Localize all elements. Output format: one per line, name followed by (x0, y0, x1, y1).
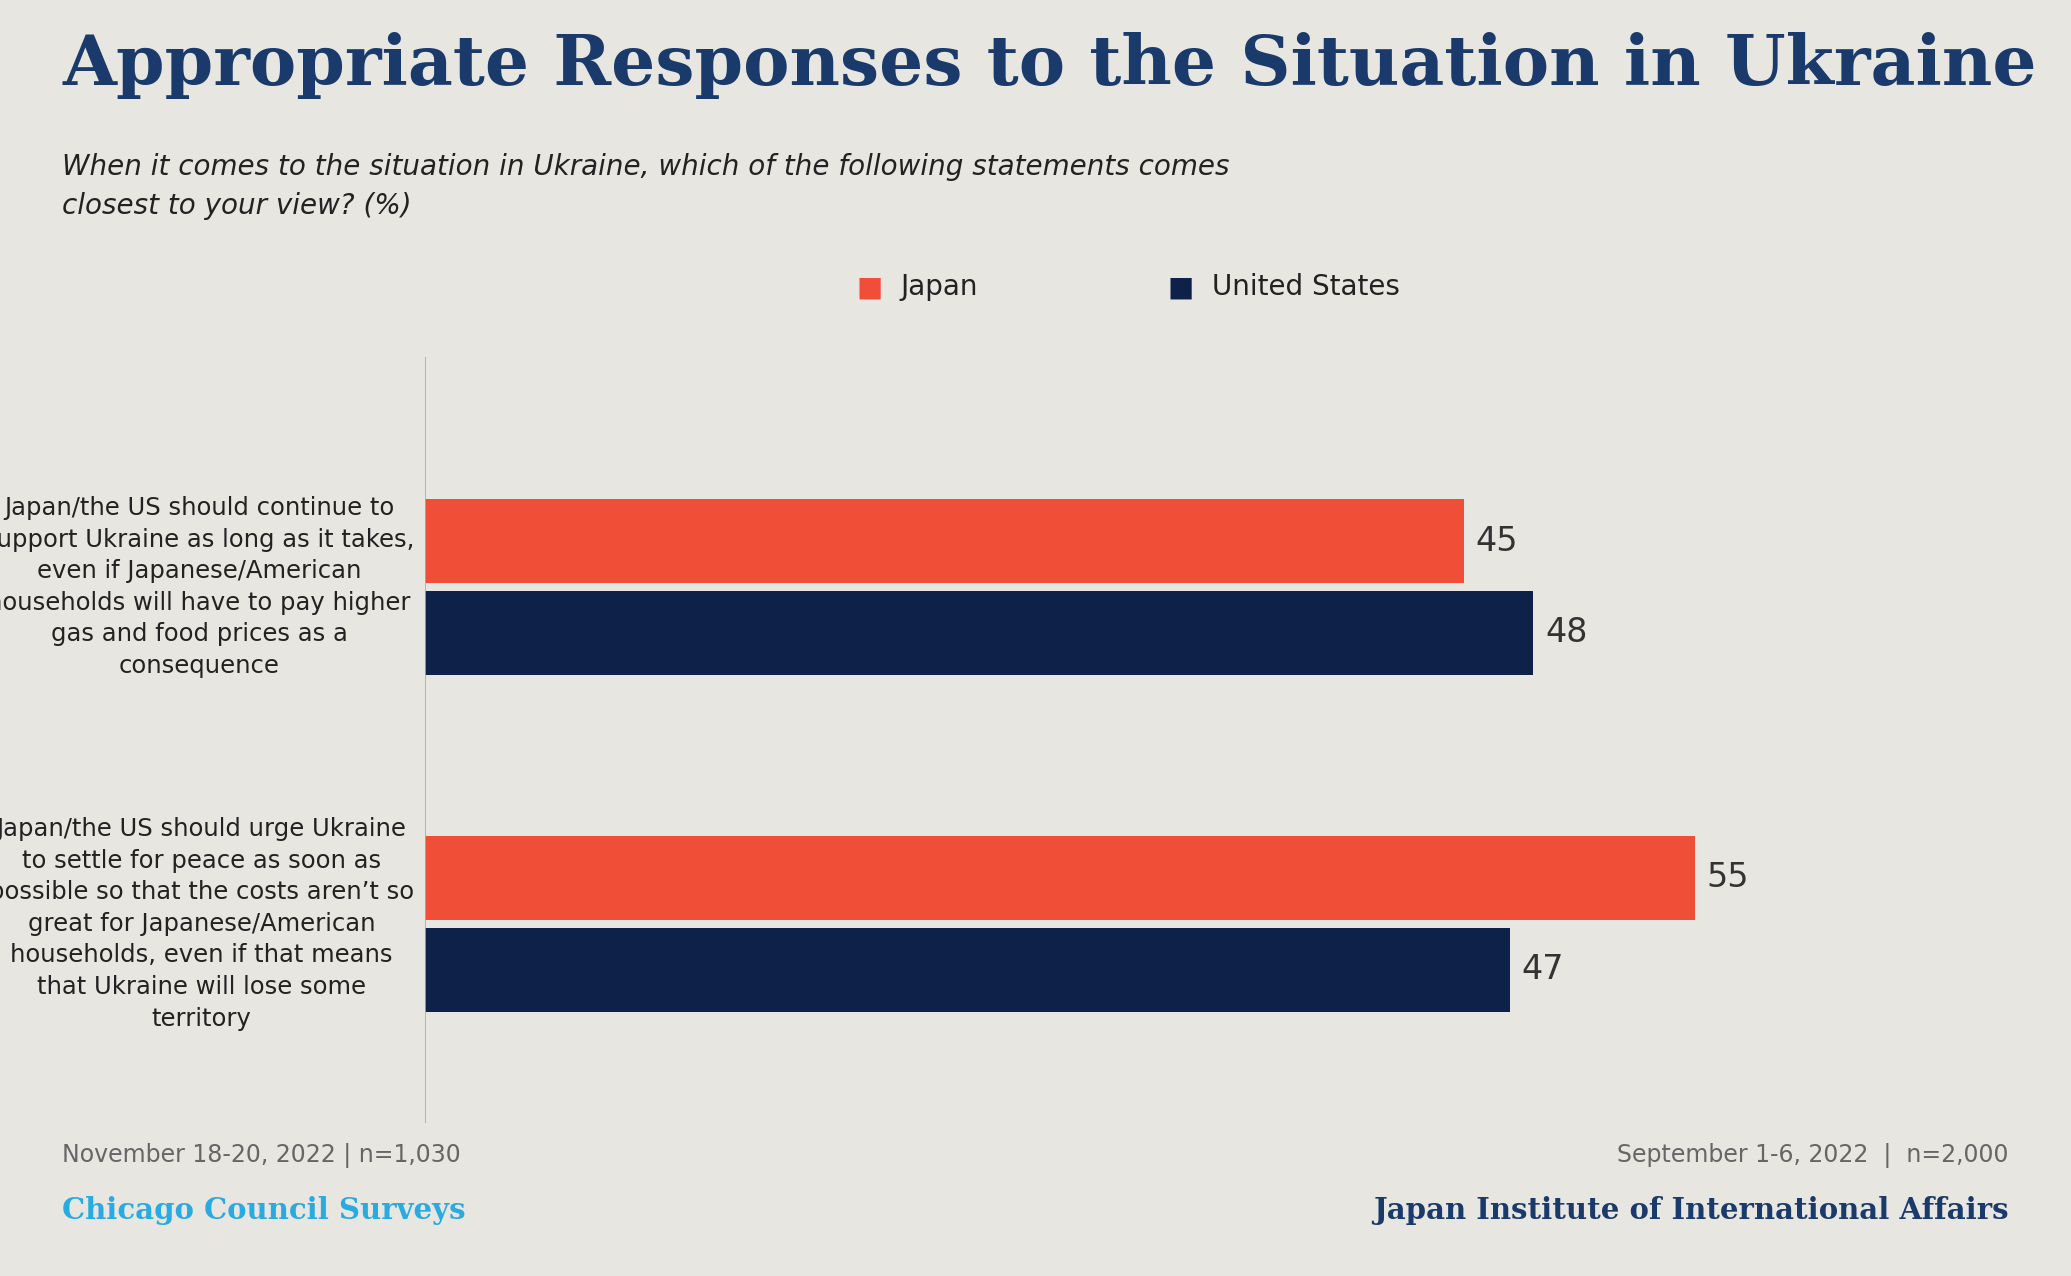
Text: ■: ■ (857, 273, 882, 301)
Bar (425, 836, 1694, 920)
Text: November 18-20, 2022 | n=1,030: November 18-20, 2022 | n=1,030 (62, 1142, 462, 1168)
Text: Japan Institute of International Affairs: Japan Institute of International Affairs (1373, 1196, 2009, 1225)
Text: 48: 48 (1545, 616, 1586, 649)
Text: 47: 47 (1522, 953, 1564, 986)
Text: ■: ■ (1168, 273, 1193, 301)
Bar (425, 591, 1533, 675)
Text: September 1-6, 2022  |  n=2,000: September 1-6, 2022 | n=2,000 (1617, 1142, 2009, 1168)
Text: Japan: Japan (901, 273, 978, 301)
Bar (425, 928, 1510, 1012)
Text: Japan/the US should continue to
support Ukraine as long as it takes,
even if Jap: Japan/the US should continue to support … (0, 496, 414, 678)
Text: Japan/the US should urge Ukraine
to settle for peace as soon as
possible so that: Japan/the US should urge Ukraine to sett… (0, 817, 414, 1031)
Text: United States: United States (1212, 273, 1400, 301)
Text: Chicago Council Surveys: Chicago Council Surveys (62, 1196, 466, 1225)
Text: When it comes to the situation in Ukraine, which of the following statements com: When it comes to the situation in Ukrain… (62, 153, 1230, 221)
Text: Appropriate Responses to the Situation in Ukraine: Appropriate Responses to the Situation i… (62, 32, 2036, 100)
Bar (425, 499, 1464, 583)
Text: 55: 55 (1707, 861, 1750, 894)
Text: 45: 45 (1475, 524, 1518, 558)
